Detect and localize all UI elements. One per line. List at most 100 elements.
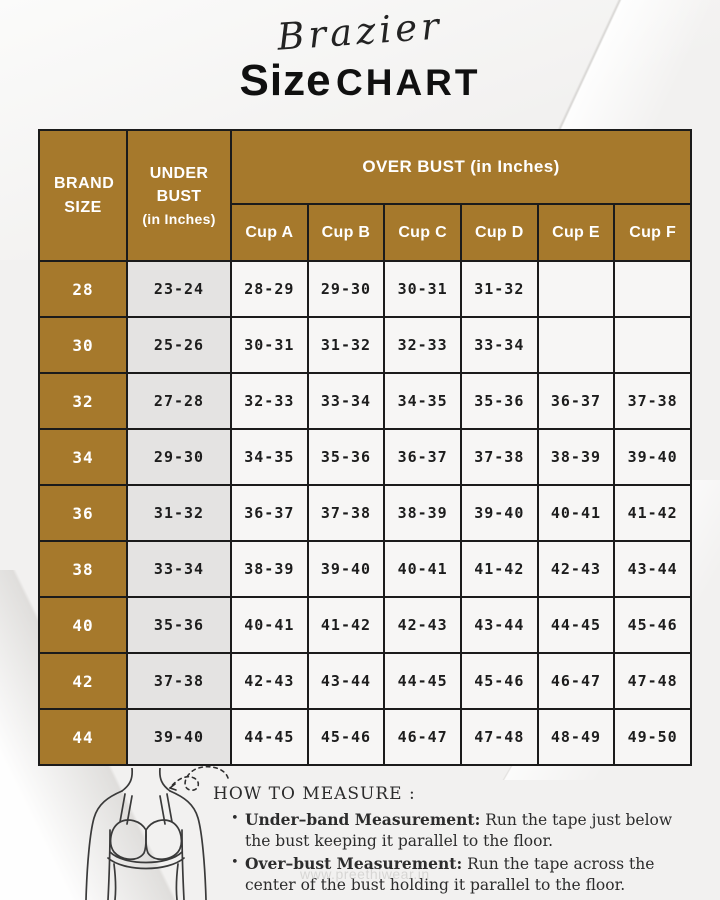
under-bust-cell: 39-40	[126, 708, 232, 766]
cup-header-cup-c: Cup C	[383, 203, 462, 262]
cup-value-cell: 42-43	[383, 596, 462, 654]
table-row-34: 34 29-30 34-35 35-36 36-37 37-38 38-39 39-40	[38, 428, 692, 486]
brand-size-cell: 32	[38, 372, 128, 430]
table-row-28: 28 23-24 28-29 29-30 30-31 31-32	[38, 260, 692, 318]
cup-value-cell: 43-44	[306, 652, 386, 710]
measure-heading: HOW TO MEASURE :	[213, 784, 416, 804]
cup-value-cell: 48-49	[536, 708, 616, 766]
how-to-measure-section: HOW TO MEASURE : Under–band Measurement:…	[0, 762, 720, 900]
cup-value-cell: 44-45	[536, 596, 616, 654]
page-title-secondary: CHART	[336, 62, 481, 103]
cup-value-cell: 35-36	[306, 428, 386, 486]
dashed-arrow-icon	[169, 765, 229, 792]
cup-value-cell: 35-36	[459, 372, 539, 430]
under-bust-cell: 35-36	[126, 596, 232, 654]
cup-value-cell: 36-37	[536, 372, 616, 430]
cup-value-cell: 46-47	[383, 708, 462, 766]
under-bust-cell: 27-28	[126, 372, 232, 430]
cup-value-cell: 41-42	[306, 596, 386, 654]
cup-header-cup-b: Cup B	[306, 203, 386, 262]
under-bust-header-note: (in Inches)	[142, 210, 216, 227]
under-bust-cell: 33-34	[126, 540, 232, 598]
cup-value-cell: 49-50	[613, 708, 692, 766]
cup-value-cell	[613, 260, 692, 318]
cup-value-cell: 36-37	[230, 484, 309, 542]
cup-value-cell: 45-46	[459, 652, 539, 710]
page-header: Brazier Size CHART	[0, 4, 720, 103]
table-row-36: 36 31-32 36-37 37-38 38-39 39-40 40-41 41-42	[38, 484, 692, 542]
cup-value-cell: 29-30	[306, 260, 386, 318]
cup-value-cell: 32-33	[230, 372, 309, 430]
cup-value-cell: 33-34	[459, 316, 539, 374]
measure-item: Over–bust Measurement: Run the tape acro…	[231, 853, 693, 897]
cup-value-cell: 45-46	[306, 708, 386, 766]
cup-value-cell: 43-44	[459, 596, 539, 654]
under-bust-cell: 25-26	[126, 316, 232, 374]
brand-size-header: BRAND SIZE	[38, 129, 128, 262]
table-row-44: 44 39-40 44-45 45-46 46-47 47-48 48-49 49-50	[38, 708, 692, 766]
table-row-42: 42 37-38 42-43 43-44 44-45 45-46 46-47 47-48	[38, 652, 692, 710]
cup-value-cell: 45-46	[613, 596, 692, 654]
cup-value-cell: 30-31	[230, 316, 309, 374]
cup-value-cell: 28-29	[230, 260, 309, 318]
table-row-32: 32 27-28 32-33 33-34 34-35 35-36 36-37 37-38	[38, 372, 692, 430]
cup-value-cell: 39-40	[613, 428, 692, 486]
measure-item-text: Run the tape across the center of the bu…	[245, 854, 655, 895]
cup-value-cell: 44-45	[230, 708, 309, 766]
cup-value-cell	[613, 316, 692, 374]
cup-value-cell: 40-41	[230, 596, 309, 654]
cup-value-cell: 40-41	[383, 540, 462, 598]
cup-value-cell: 43-44	[613, 540, 692, 598]
brand-size-cell: 38	[38, 540, 128, 598]
page-title: Size CHART	[0, 59, 720, 103]
cup-value-cell: 47-48	[613, 652, 692, 710]
brand-size-cell: 34	[38, 428, 128, 486]
measure-item: Under–band Measurement: Run the tape jus…	[231, 809, 693, 853]
cup-value-cell: 40-41	[536, 484, 616, 542]
cup-value-cell: 42-43	[536, 540, 616, 598]
measure-item-text: Run the tape just below the bust keeping…	[245, 811, 673, 851]
table-row-30: 30 25-26 30-31 31-32 32-33 33-34	[38, 316, 692, 374]
cup-value-cell: 31-32	[459, 260, 539, 318]
cup-value-cell: 30-31	[383, 260, 462, 318]
watermark: www.preethiwear.in	[300, 866, 430, 882]
cup-value-cell	[536, 316, 616, 374]
cup-value-cell: 39-40	[459, 484, 539, 542]
cup-value-cell: 42-43	[230, 652, 309, 710]
brand-size-cell: 30	[38, 316, 128, 374]
brand-size-cell: 36	[38, 484, 128, 542]
under-bust-cell: 31-32	[126, 484, 232, 542]
cup-value-cell: 41-42	[613, 484, 692, 542]
under-bust-header-label: UNDER BUST	[149, 165, 209, 206]
size-chart-table: BRAND SIZE UNDER BUST (in Inches) OVER B…	[38, 129, 692, 766]
brand-size-cell: 42	[38, 652, 128, 710]
cup-value-cell: 37-38	[613, 372, 692, 430]
cup-value-cell: 32-33	[383, 316, 462, 374]
cup-value-cell: 44-45	[383, 652, 462, 710]
table-header-row-top: BRAND SIZE UNDER BUST (in Inches) OVER B…	[38, 129, 692, 262]
cup-value-cell	[536, 260, 616, 318]
measure-item-label: Over–bust Measurement:	[245, 853, 463, 873]
cup-value-cell: 33-34	[306, 372, 386, 430]
under-bust-header: UNDER BUST (in Inches)	[126, 129, 232, 262]
cup-value-cell: 34-35	[383, 372, 462, 430]
under-bust-cell: 23-24	[126, 260, 232, 318]
bra-figure-illustration	[85, 768, 207, 900]
cup-value-cell: 38-39	[230, 540, 309, 598]
over-bust-header: OVER BUST (in Inches)	[230, 129, 692, 205]
brand-size-cell: 40	[38, 596, 128, 654]
cup-header-row: Cup A Cup B Cup C Cup D Cup E Cup F	[39, 203, 692, 262]
cup-value-cell: 38-39	[536, 428, 616, 486]
cup-value-cell: 37-38	[459, 428, 539, 486]
under-bust-cell: 29-30	[126, 428, 232, 486]
measure-item-label: Under–band Measurement:	[245, 810, 481, 829]
cup-value-cell: 31-32	[306, 316, 386, 374]
table-row-40: 40 35-36 40-41 41-42 42-43 43-44 44-45 45-46	[38, 596, 692, 654]
cup-value-cell: 37-38	[306, 484, 386, 542]
brand-script-title: Brazier	[275, 4, 445, 59]
table-row-38: 38 33-34 38-39 39-40 40-41 41-42 42-43 43-44	[38, 540, 692, 598]
cup-header-cup-e: Cup E	[536, 203, 616, 262]
cup-value-cell: 38-39	[383, 484, 462, 542]
measure-list: Under–band Measurement: Run the tape jus…	[231, 809, 693, 897]
cup-header-cup-a: Cup A	[230, 203, 309, 262]
